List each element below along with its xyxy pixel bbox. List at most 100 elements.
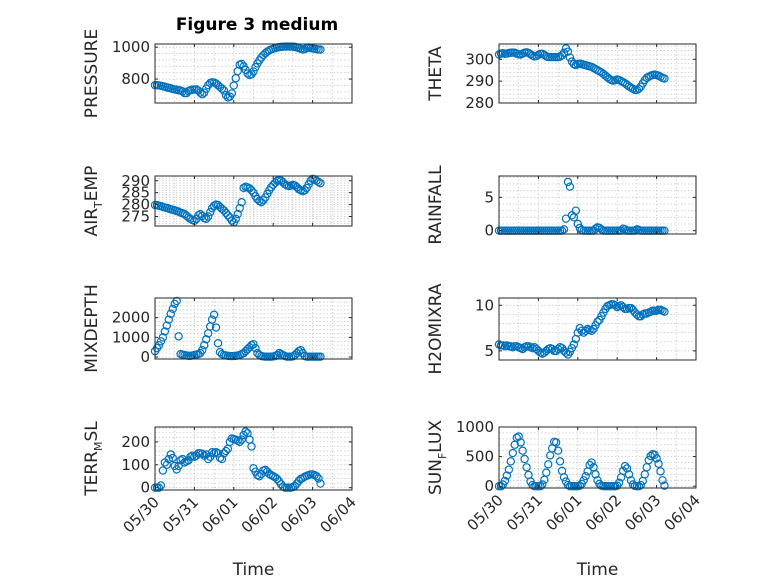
data-point (569, 340, 579, 349)
data-point (247, 186, 256, 195)
data-point (227, 89, 237, 98)
data-point (522, 463, 531, 472)
y-tick-label: 200 (121, 433, 150, 451)
data-point (202, 335, 211, 344)
data-point (587, 458, 596, 467)
data-point (209, 201, 219, 210)
data-point (198, 449, 207, 458)
data-point (555, 457, 565, 466)
data-point (162, 321, 172, 330)
data-point (316, 352, 325, 361)
y-tick-label: 800 (121, 70, 150, 88)
data-point (593, 317, 602, 326)
data-point (186, 452, 195, 461)
data-point (251, 343, 260, 353)
data-point (571, 206, 581, 215)
data-point (563, 47, 573, 56)
data-point (581, 471, 590, 481)
series-markers (494, 44, 669, 95)
data-point (168, 304, 177, 314)
data-point (156, 337, 166, 346)
data-point (314, 474, 323, 483)
data-point (235, 437, 244, 447)
data-point (162, 460, 172, 469)
y-axis-label: MIXDEPTH (82, 284, 102, 373)
y-tick-label: 300 (465, 50, 494, 68)
data-point (198, 90, 207, 99)
data-point (205, 207, 215, 217)
data-point (634, 482, 644, 491)
data-point (573, 219, 583, 229)
data-point (213, 339, 223, 348)
x-axis-label: Time (232, 560, 275, 580)
y-tick-label: 290 (121, 172, 150, 190)
data-point (196, 88, 205, 97)
data-point (237, 197, 246, 207)
series-markers (494, 300, 669, 359)
data-point (611, 301, 620, 310)
data-point (547, 344, 557, 354)
data-point (520, 454, 529, 464)
data-point (559, 48, 569, 57)
axes-box (498, 175, 697, 235)
data-point (660, 481, 669, 490)
data-point (563, 177, 573, 187)
y-tick-label: 0 (140, 348, 150, 366)
data-point (658, 476, 667, 485)
data-point (237, 59, 246, 69)
subplot-4: 0 5 RAINFALL (426, 165, 697, 245)
data-point (280, 180, 290, 189)
data-point (166, 309, 175, 318)
data-point (660, 74, 669, 83)
data-point (241, 427, 250, 436)
data-point (198, 345, 207, 355)
data-point (316, 479, 325, 488)
data-point (654, 459, 663, 468)
y-tick-label: 0 (484, 477, 494, 495)
y-tick-label: 280 (121, 196, 150, 214)
data-point (249, 340, 258, 349)
y-tick-label: 0 (484, 222, 494, 240)
data-point (634, 84, 644, 94)
data-point (591, 470, 600, 479)
y-tick-label: 280 (465, 94, 494, 112)
data-point (249, 67, 258, 76)
data-point (174, 332, 183, 341)
y-tick-label: 1000 (456, 418, 494, 436)
data-point (573, 328, 583, 337)
data-point (164, 315, 173, 324)
y-tick-label: 290 (465, 72, 494, 90)
data-point (316, 45, 325, 54)
data-point (294, 184, 304, 194)
data-point (528, 480, 537, 490)
data-point (500, 476, 510, 486)
data-point (217, 84, 227, 93)
y-tick-label: 1000 (112, 328, 150, 346)
y-tick-label: 0 (140, 479, 150, 497)
data-point (235, 203, 244, 213)
data-point (209, 449, 219, 458)
axes-box (154, 426, 353, 491)
axes-box (498, 43, 697, 104)
data-point (160, 327, 170, 336)
data-point (553, 344, 563, 354)
data-point (620, 461, 630, 471)
data-point (514, 432, 523, 441)
data-point (316, 178, 325, 188)
series-markers (150, 427, 325, 492)
series-markers (494, 432, 669, 491)
data-point (253, 470, 262, 480)
data-point (203, 212, 213, 221)
data-point (563, 480, 573, 490)
data-point (542, 468, 551, 477)
data-point (255, 472, 264, 481)
y-tick-label: 10 (475, 296, 494, 314)
x-axis-label: Time (576, 560, 619, 580)
data-point (581, 326, 590, 336)
data-point (221, 446, 231, 456)
y-axis-label: PRESSURE (82, 29, 102, 118)
